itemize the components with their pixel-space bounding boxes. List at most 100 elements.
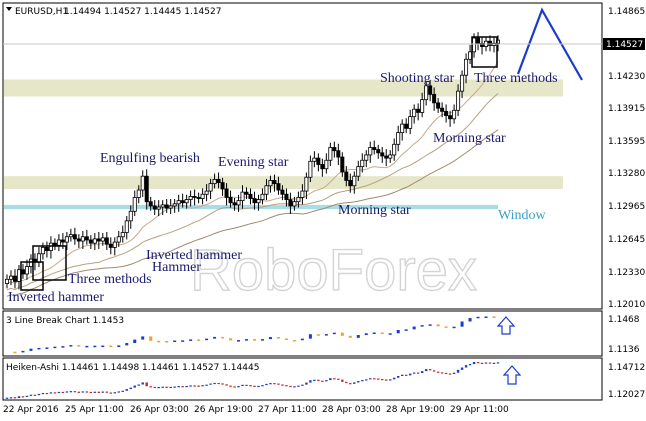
line-break-block — [197, 339, 201, 341]
heiken-ashi-bar — [488, 362, 492, 364]
line-break-block — [372, 332, 376, 335]
heiken-ashi-bars — [5, 362, 500, 399]
line-break-block — [420, 325, 424, 327]
annotation-morning-star-1: Morning star — [338, 203, 411, 218]
heiken-ashi-bar — [400, 374, 404, 376]
line-break-block — [85, 345, 89, 348]
line-break-block — [205, 338, 209, 341]
candle-body — [352, 175, 357, 187]
heiken-ashi-bar — [85, 391, 89, 393]
candle-body — [5, 278, 10, 284]
line-break-block — [404, 329, 408, 331]
candle-body — [252, 198, 257, 204]
time-tick: 25 Apr 11:00 — [65, 405, 124, 415]
heiken-ashi-bar — [317, 379, 320, 381]
line-break-block — [109, 345, 113, 348]
heiken-ashi-bar — [61, 391, 65, 394]
heiken-ashi-bar — [420, 371, 424, 374]
symbol-dropdown-icon[interactable] — [6, 7, 12, 11]
time-tick: 28 Apr 19:00 — [386, 405, 445, 415]
candle-body — [92, 238, 97, 244]
line-break-block — [61, 346, 65, 348]
resistance-zone — [4, 79, 563, 97]
line-break-block — [476, 316, 480, 319]
candle-body — [468, 51, 473, 60]
heiken-ashi-bar — [265, 383, 268, 386]
annotation-window: Window — [498, 208, 547, 223]
candle-body — [488, 40, 493, 46]
heiken-ashi-bar — [177, 386, 180, 388]
heiken-ashi-bar — [81, 391, 85, 393]
line-break-block — [37, 347, 41, 350]
line-break-block — [181, 340, 185, 342]
candle-body — [24, 266, 29, 275]
candle-body — [136, 189, 141, 198]
candle-body — [308, 160, 313, 178]
candlesticks — [5, 32, 500, 290]
line-break-block — [53, 346, 57, 349]
heiken-ashi-bar — [165, 386, 168, 388]
heiken-ashi-bar — [281, 384, 284, 386]
candle-body — [60, 239, 65, 243]
line-break-tick: 1.1468 — [608, 315, 640, 325]
candle-body — [112, 241, 117, 248]
price-tick: 1.12330 — [608, 268, 645, 278]
heiken-ashi-bar — [237, 386, 240, 388]
candle-body — [284, 193, 289, 200]
candle-body — [384, 155, 389, 159]
line-break-block — [260, 339, 264, 341]
candle-body — [368, 147, 373, 156]
annotation-shooting-star: Shooting star — [380, 71, 455, 86]
heiken-ashi-bar — [25, 395, 29, 397]
forecast-arrow — [516, 7, 583, 81]
candle-body — [132, 197, 137, 212]
heiken-ashi-bar — [97, 391, 101, 393]
candle-body — [344, 171, 349, 181]
heiken-ashi-bar — [57, 391, 61, 394]
line-break-block — [141, 336, 145, 340]
heiken-ashi-bar — [460, 367, 464, 370]
heiken-ashi-bar — [217, 382, 220, 385]
header-symbol: EURUSD,H1 — [15, 7, 68, 17]
candle-body — [104, 237, 109, 245]
heiken-ashi-bar — [53, 392, 57, 394]
heiken-ashi-bar — [169, 386, 172, 389]
heiken-ashi-bar — [41, 392, 45, 395]
candle-body — [400, 123, 405, 134]
heiken-ashi-bar — [448, 373, 452, 375]
candle-body — [316, 157, 321, 165]
heiken-ashi-bar — [161, 386, 164, 388]
heiken-ashi-bar — [9, 397, 13, 399]
heiken-ashi-bar — [225, 384, 228, 386]
candle-body — [8, 275, 13, 280]
heiken-ashi-panel-frame — [2, 357, 603, 401]
price-tick: 1.13280 — [608, 169, 645, 179]
candle-body — [212, 178, 217, 185]
line-break-block — [13, 351, 17, 354]
candle-body — [288, 199, 293, 207]
line-break-block — [133, 339, 137, 344]
candle-body — [396, 132, 401, 145]
line-break-block — [45, 347, 49, 349]
line-break-block — [229, 338, 233, 341]
heiken-ashi-bar — [480, 362, 484, 364]
candle-body — [424, 85, 429, 101]
candle-body — [124, 220, 129, 233]
heiken-ashi-bar — [33, 394, 37, 396]
line-break-block — [284, 338, 288, 340]
heiken-ashi-bar — [137, 384, 140, 386]
annotation-three-methods-2: Three methods — [474, 71, 558, 86]
candle-body — [268, 180, 273, 187]
heiken-ashi-bar — [129, 387, 132, 390]
candle-body — [160, 204, 165, 208]
line-break-block — [173, 340, 177, 343]
line-break-block — [364, 333, 368, 336]
heiken-ashi-bar — [412, 372, 416, 374]
candle-body — [208, 183, 213, 192]
heiken-ashi-bar — [373, 378, 376, 380]
moving-average-mid — [6, 93, 499, 291]
candle-body — [440, 107, 445, 112]
annotation-three-methods-1: Three methods — [68, 272, 152, 287]
line-break-block — [484, 316, 488, 318]
candle-body — [276, 183, 281, 191]
